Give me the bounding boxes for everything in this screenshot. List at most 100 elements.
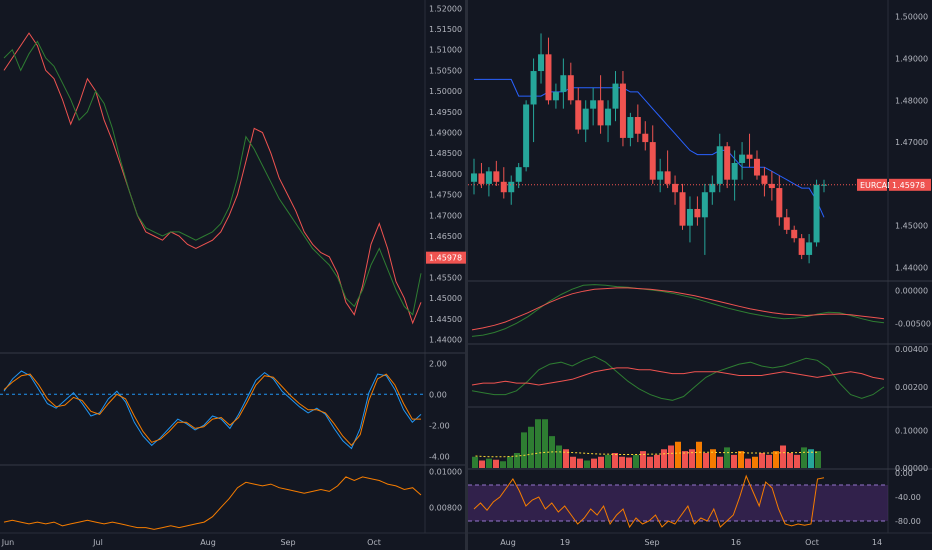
candle-body	[605, 108, 612, 126]
candle-body	[753, 158, 760, 176]
volume-bar	[640, 451, 646, 468]
right-volatility-series-green-line	[471, 355, 885, 401]
right-x-tick: Oct	[805, 538, 819, 547]
volume-bar	[661, 449, 667, 468]
volume-bar	[633, 454, 639, 468]
left-price-y-tick: 1.48500	[429, 149, 462, 158]
left-price-y-tick: 1.52000	[429, 4, 462, 13]
symbol-label: EURCAD	[860, 181, 893, 190]
right-volatility-series-red-line	[471, 367, 885, 386]
volume-bar	[584, 460, 590, 468]
oscillator-band	[468, 485, 888, 521]
volume-bar	[759, 453, 765, 468]
volume-bar	[626, 457, 632, 468]
candle-body	[731, 162, 738, 180]
left-oscillator-y-tick: 2.00	[429, 359, 447, 368]
right-last-price-tag	[889, 178, 931, 191]
symbol-tag	[857, 178, 887, 191]
right-volatility-y-tick: 0.00400	[895, 345, 928, 354]
volume-bar	[577, 458, 583, 468]
left-price-y-tick: 1.50500	[429, 66, 462, 75]
right-price-y-tick: 1.50000	[895, 13, 928, 22]
candle-body	[634, 117, 641, 134]
volume-bar	[654, 454, 660, 468]
candle-body	[500, 181, 507, 193]
volume-bar	[773, 451, 779, 468]
right-oscillator-y-tick: 0.00	[895, 469, 913, 478]
candle-body	[679, 192, 686, 226]
left-x-tick: Jul	[92, 538, 103, 547]
left-price-y-tick: 1.45000	[429, 294, 462, 303]
candle-body	[590, 100, 597, 109]
volume-bar	[717, 456, 723, 468]
volume-signal-line	[475, 451, 819, 458]
left-price-y-tick: 1.51000	[429, 46, 462, 55]
volume-bar	[801, 447, 807, 468]
candle-body	[478, 173, 485, 184]
left-price-y-tick: 1.47000	[429, 211, 462, 220]
candle-body	[709, 183, 716, 193]
candle-body	[627, 117, 634, 138]
right-macd-y-tick: -0.00500	[895, 319, 931, 328]
candle-body	[791, 229, 798, 239]
right-price-y-tick: 1.49000	[895, 55, 928, 64]
candle-body	[538, 54, 545, 72]
candle-body	[739, 154, 746, 163]
candle-body	[657, 171, 664, 180]
left-price-y-tick: 1.49000	[429, 129, 462, 138]
candle-body	[821, 184, 827, 186]
volume-bar	[493, 459, 499, 468]
candle-body	[813, 184, 820, 243]
volume-bar	[507, 456, 513, 468]
candle-body	[597, 100, 604, 126]
left-price-series-green-line	[3, 40, 422, 316]
volume-bar	[745, 458, 751, 468]
candle-body	[493, 171, 500, 182]
candle-body	[619, 83, 626, 138]
right-price-y-tick: 1.47000	[895, 138, 928, 147]
layout-divider[interactable]	[465, 0, 468, 550]
right-macd-series-red-line	[471, 287, 885, 331]
left-price-y-tick: 1.49500	[429, 108, 462, 117]
left-price-y-tick: 1.47500	[429, 191, 462, 200]
right-x-tick: Sep	[644, 538, 659, 547]
left-price-series-red-line	[3, 32, 422, 325]
candle-body	[746, 154, 753, 159]
volume-bar	[591, 458, 597, 468]
volume-bar	[598, 456, 604, 468]
candle-body	[582, 108, 589, 130]
right-oscillator-y-tick: -40.00	[895, 493, 921, 502]
left-oscillator-y-tick: -4.00	[429, 452, 450, 461]
left-volatility-line	[3, 476, 422, 530]
left-x-tick: Aug	[200, 538, 216, 547]
left-last-price-tag	[426, 251, 466, 264]
volume-bar	[738, 451, 744, 468]
candle-body	[530, 71, 537, 105]
left-price-y-tick: 1.45500	[429, 273, 462, 282]
candle-body	[686, 208, 693, 226]
volume-bar	[647, 456, 653, 468]
candle-body	[612, 83, 619, 109]
volume-bar	[689, 449, 695, 468]
candle-body	[716, 146, 723, 184]
left-price-y-tick: 1.44000	[429, 336, 462, 345]
volume-bar	[675, 441, 681, 468]
candle-body	[471, 173, 477, 182]
candle-body	[806, 242, 813, 255]
right-x-tick: 16	[731, 538, 741, 547]
candle-body	[560, 75, 567, 92]
left-x-tick: Oct	[367, 538, 381, 547]
candle-body	[672, 183, 679, 193]
right-oscillator-y-tick: -80.00	[895, 517, 921, 526]
volume-bar	[514, 453, 520, 468]
right-last-price-label: 1.45978	[892, 181, 925, 190]
right-x-tick: 19	[560, 538, 570, 547]
candle-body	[724, 146, 731, 180]
volume-bar	[724, 447, 730, 468]
candle-body	[783, 217, 790, 230]
volume-bar	[815, 451, 821, 468]
right-x-tick: Aug	[500, 538, 516, 547]
candle-body	[552, 91, 559, 101]
volume-bar	[619, 456, 625, 468]
